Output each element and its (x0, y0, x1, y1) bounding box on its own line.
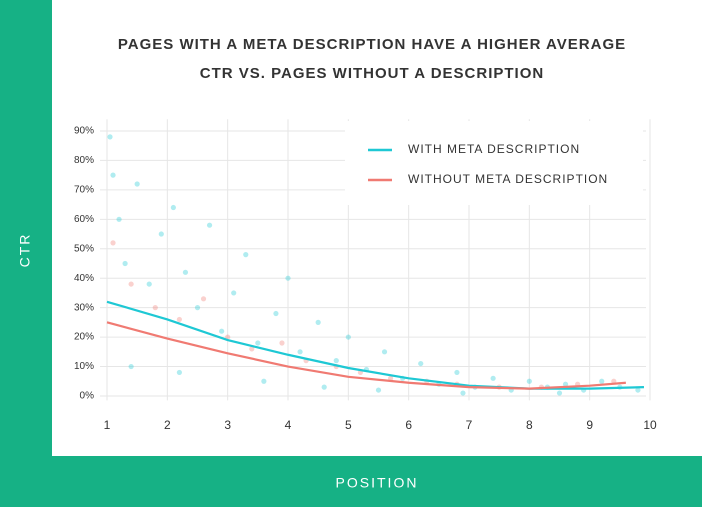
scatter-point (599, 378, 605, 384)
x-tick-label: 9 (586, 418, 593, 432)
trend-line (106, 300, 644, 390)
x-band (0, 456, 702, 507)
trend-line (106, 321, 626, 390)
scatter-point (526, 378, 532, 384)
scatter-point (333, 358, 339, 364)
scatter-point (219, 328, 225, 334)
x-tick-label: 3 (224, 418, 231, 432)
y-tick-label: 0% (80, 391, 95, 402)
scatter-point (285, 275, 291, 281)
scatter-point (225, 334, 231, 340)
legend-label: WITH META DESCRIPTION (408, 142, 580, 156)
y-tick-label: 60% (74, 214, 94, 225)
y-tick-label: 90% (74, 126, 94, 137)
x-tick-label: 10 (643, 418, 657, 432)
x-tick-label: 8 (526, 418, 533, 432)
scatter-point (345, 334, 351, 340)
scatter-point (490, 375, 496, 381)
x-tick-label: 6 (405, 418, 412, 432)
scatter-point (110, 172, 116, 178)
legend-label: WITHOUT META DESCRIPTION (408, 172, 608, 186)
y-tick-label: 10% (74, 361, 94, 372)
y-band (0, 0, 52, 507)
scatter-point (375, 387, 382, 393)
scatter-point (194, 305, 201, 311)
scatter-point (556, 390, 563, 396)
scatter-point (116, 216, 122, 222)
scatter-point (255, 340, 261, 346)
scatter-point (146, 281, 152, 287)
scatter-point (297, 349, 303, 355)
x-axis-label: POSITION (336, 475, 419, 491)
x-tick-label: 1 (104, 418, 111, 432)
scatter-point (158, 231, 164, 237)
scatter-point (249, 346, 255, 352)
x-tick-label: 7 (466, 418, 473, 432)
scatter-point (460, 390, 466, 396)
chart-title: CTR VS. PAGES WITHOUT A DESCRIPTION (200, 65, 544, 82)
scatter-point (128, 281, 134, 287)
chart-title: PAGES WITH A META DESCRIPTION HAVE A HIG… (118, 36, 626, 53)
y-axis-label: CTR (17, 233, 33, 268)
scatter-point (176, 369, 182, 376)
x-tick-label: 2 (164, 418, 171, 432)
scatter-point (454, 369, 460, 376)
scatter-point (381, 349, 388, 355)
x-tick-label: 5 (345, 418, 352, 432)
scatter-point (562, 381, 569, 387)
scatter-point (182, 269, 189, 275)
scatter-point (261, 378, 267, 384)
scatter-point (635, 387, 641, 393)
x-tick-label: 4 (285, 418, 292, 432)
scatter-point (387, 375, 394, 381)
scatter-point (128, 363, 134, 370)
scatter-point (176, 316, 182, 323)
scatter-point (200, 296, 207, 302)
y-tick-label: 50% (74, 243, 94, 254)
scatter-point (134, 181, 140, 187)
scatter-point (231, 290, 237, 296)
scatter-point (243, 252, 249, 258)
scatter-point (107, 134, 113, 140)
scatter-point (110, 240, 116, 246)
y-tick-label: 80% (74, 155, 94, 166)
y-tick-label: 20% (74, 332, 94, 343)
scatter-point (279, 340, 285, 346)
y-tick-label: 30% (74, 302, 94, 313)
scatter-point (206, 222, 213, 228)
y-tick-label: 40% (74, 273, 94, 284)
legend-box (345, 121, 643, 205)
scatter-point (152, 305, 158, 311)
y-tick-label: 70% (74, 185, 94, 196)
scatter-point (321, 384, 327, 390)
scatter-point (315, 319, 321, 325)
scatter-point (273, 310, 279, 317)
scatter-point (418, 360, 424, 367)
scatter-point (122, 260, 128, 267)
scatter-point (170, 204, 176, 211)
